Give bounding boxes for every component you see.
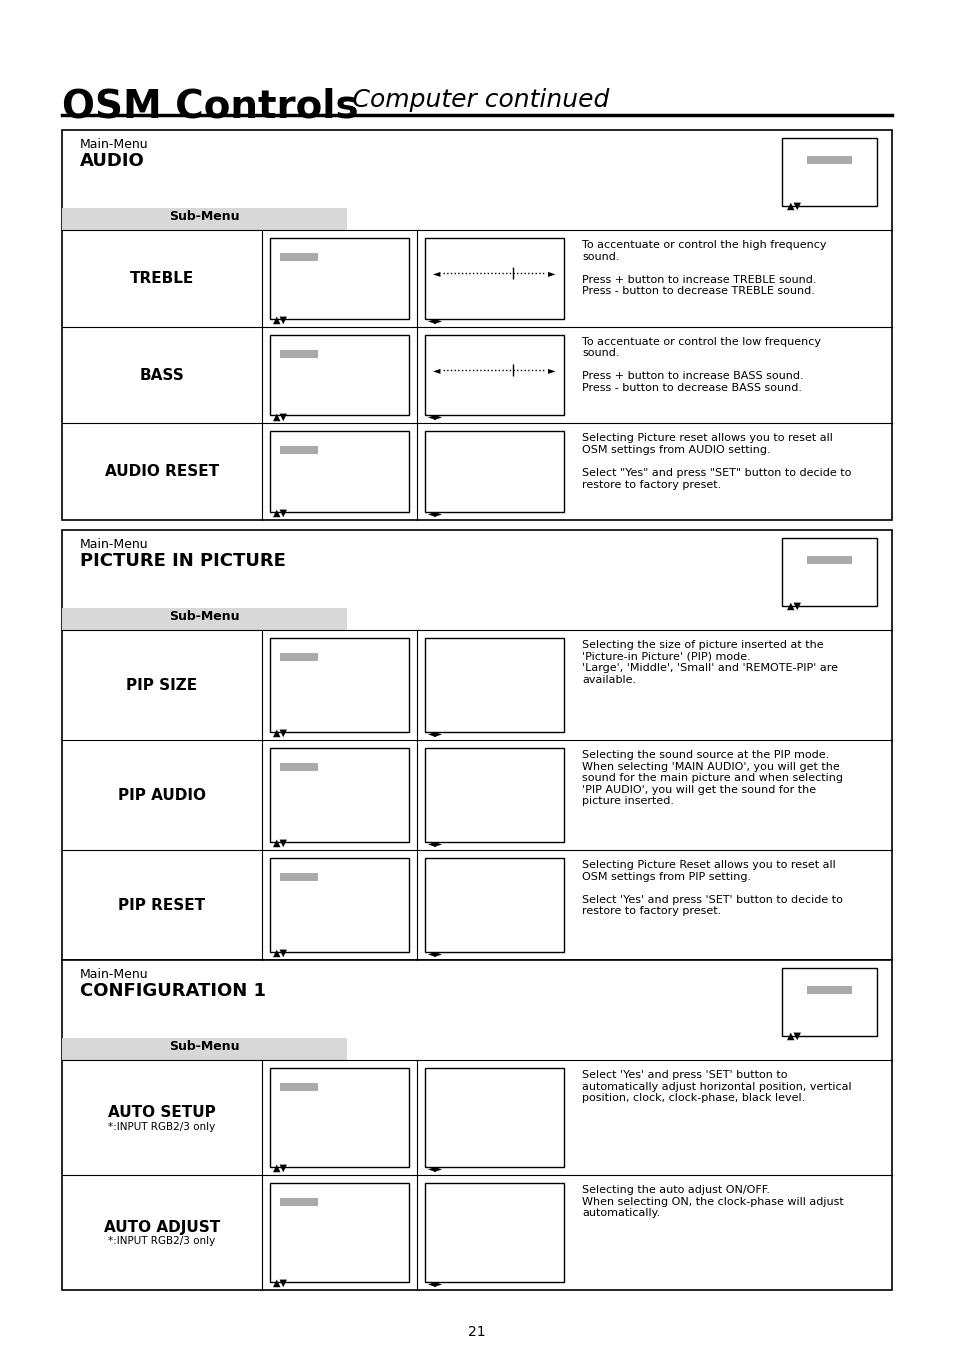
FancyBboxPatch shape <box>424 238 563 319</box>
Text: ▲▼: ▲▼ <box>273 411 288 422</box>
FancyBboxPatch shape <box>270 1069 409 1167</box>
FancyBboxPatch shape <box>806 557 851 563</box>
Text: ▲▼: ▲▼ <box>273 1278 288 1288</box>
Text: Selecting the size of picture inserted at the
'Picture-in Picture' (PIP) mode.
': Selecting the size of picture inserted a… <box>581 640 837 685</box>
FancyBboxPatch shape <box>270 1183 409 1282</box>
FancyBboxPatch shape <box>424 748 563 842</box>
FancyBboxPatch shape <box>270 858 409 952</box>
FancyBboxPatch shape <box>424 858 563 952</box>
FancyBboxPatch shape <box>781 138 876 205</box>
FancyBboxPatch shape <box>806 155 851 163</box>
Text: To accentuate or control the high frequency
sound.

Press + button to increase T: To accentuate or control the high freque… <box>581 240 825 296</box>
Text: ▲▼: ▲▼ <box>273 508 288 517</box>
Text: AUDIO: AUDIO <box>80 153 145 170</box>
Text: ▲▼: ▲▼ <box>786 201 801 211</box>
FancyBboxPatch shape <box>781 969 876 1036</box>
Text: ◄►: ◄► <box>428 315 442 324</box>
Text: Sub-Menu: Sub-Menu <box>169 611 239 623</box>
FancyBboxPatch shape <box>424 431 563 512</box>
Text: Selecting Picture Reset allows you to reset all
OSM settings from PIP setting.

: Selecting Picture Reset allows you to re… <box>581 861 842 916</box>
FancyBboxPatch shape <box>62 608 347 630</box>
Text: Selecting Picture reset allows you to reset all
OSM settings from AUDIO setting.: Selecting Picture reset allows you to re… <box>581 434 850 489</box>
Text: CONFIGURATION 1: CONFIGURATION 1 <box>80 982 266 1000</box>
Text: Selecting the sound source at the PIP mode.
When selecting 'MAIN AUDIO', you wil: Selecting the sound source at the PIP mo… <box>581 750 842 807</box>
Text: AUTO ADJUST: AUTO ADJUST <box>104 1220 220 1235</box>
Text: ▲▼: ▲▼ <box>786 601 801 611</box>
FancyBboxPatch shape <box>62 530 891 961</box>
Text: Main-Menu: Main-Menu <box>80 538 149 551</box>
Text: OSM Controls: OSM Controls <box>62 88 358 126</box>
Text: TREBLE: TREBLE <box>130 270 193 286</box>
Text: Selecting the auto adjust ON/OFF.
When selecting ON, the clock-phase will adjust: Selecting the auto adjust ON/OFF. When s… <box>581 1185 842 1219</box>
FancyBboxPatch shape <box>270 335 409 415</box>
Text: AUTO SETUP: AUTO SETUP <box>108 1105 215 1120</box>
Text: ◄: ◄ <box>433 269 440 278</box>
FancyBboxPatch shape <box>270 638 409 732</box>
FancyBboxPatch shape <box>280 653 317 661</box>
FancyBboxPatch shape <box>424 1069 563 1167</box>
Text: Select 'Yes' and press 'SET' button to
automatically adjust horizontal position,: Select 'Yes' and press 'SET' button to a… <box>581 1070 851 1104</box>
FancyBboxPatch shape <box>62 1038 347 1061</box>
FancyBboxPatch shape <box>424 335 563 415</box>
FancyBboxPatch shape <box>280 446 317 454</box>
FancyBboxPatch shape <box>62 130 891 520</box>
Text: ◄►: ◄► <box>428 1163 442 1173</box>
FancyBboxPatch shape <box>62 208 347 230</box>
FancyBboxPatch shape <box>62 961 891 1290</box>
Text: ◄►: ◄► <box>428 728 442 738</box>
Text: ◄►: ◄► <box>428 411 442 422</box>
Text: ▲▼: ▲▼ <box>273 728 288 738</box>
Text: PIP SIZE: PIP SIZE <box>127 677 197 693</box>
FancyBboxPatch shape <box>280 1084 317 1092</box>
FancyBboxPatch shape <box>280 1198 317 1206</box>
FancyBboxPatch shape <box>270 431 409 512</box>
FancyBboxPatch shape <box>424 1183 563 1282</box>
Text: *:INPUT RGB2/3 only: *:INPUT RGB2/3 only <box>109 1236 215 1247</box>
Text: 21: 21 <box>468 1325 485 1339</box>
Text: Sub-Menu: Sub-Menu <box>169 1040 239 1052</box>
Text: ◄►: ◄► <box>428 1278 442 1288</box>
Text: PICTURE IN PICTURE: PICTURE IN PICTURE <box>80 553 286 570</box>
FancyBboxPatch shape <box>280 873 317 881</box>
FancyBboxPatch shape <box>806 986 851 994</box>
Text: ►: ► <box>547 365 555 376</box>
Text: Main-Menu: Main-Menu <box>80 969 149 981</box>
Text: –Computer continued: –Computer continued <box>339 88 609 112</box>
Text: BASS: BASS <box>139 367 184 382</box>
Text: ◄►: ◄► <box>428 508 442 517</box>
Text: ►: ► <box>547 269 555 278</box>
Text: AUDIO RESET: AUDIO RESET <box>105 465 219 480</box>
FancyBboxPatch shape <box>424 638 563 732</box>
Text: ▲▼: ▲▼ <box>273 838 288 848</box>
Text: *:INPUT RGB2/3 only: *:INPUT RGB2/3 only <box>109 1121 215 1132</box>
Text: ◄: ◄ <box>433 365 440 376</box>
FancyBboxPatch shape <box>270 748 409 842</box>
Text: ◄►: ◄► <box>428 838 442 848</box>
FancyBboxPatch shape <box>781 538 876 607</box>
Text: To accentuate or control the low frequency
sound.

Press + button to increase BA: To accentuate or control the low frequen… <box>581 336 821 393</box>
Text: Main-Menu: Main-Menu <box>80 138 149 151</box>
FancyBboxPatch shape <box>280 253 317 261</box>
Text: ▲▼: ▲▼ <box>273 948 288 958</box>
Text: PIP AUDIO: PIP AUDIO <box>118 788 206 802</box>
Text: PIP RESET: PIP RESET <box>118 897 205 912</box>
FancyBboxPatch shape <box>280 350 317 358</box>
FancyBboxPatch shape <box>270 238 409 319</box>
Text: ▲▼: ▲▼ <box>786 1031 801 1042</box>
Text: ◄►: ◄► <box>428 948 442 958</box>
Text: ▲▼: ▲▼ <box>273 1163 288 1173</box>
Text: Sub-Menu: Sub-Menu <box>169 209 239 223</box>
Text: ▲▼: ▲▼ <box>273 315 288 324</box>
FancyBboxPatch shape <box>280 763 317 771</box>
